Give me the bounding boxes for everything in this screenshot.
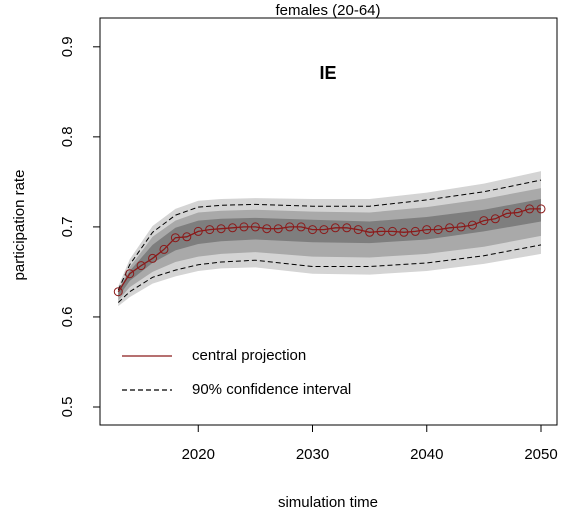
x-axis-label: simulation time	[278, 494, 378, 511]
y-tick-label: 0.7	[59, 216, 76, 237]
point	[502, 208, 512, 218]
point	[422, 225, 432, 235]
y-tick-label: 0.8	[59, 126, 76, 147]
plot-frame	[99, 17, 558, 426]
point	[216, 224, 226, 234]
y-tick-label: 0.9	[59, 36, 76, 57]
point	[148, 253, 158, 263]
point	[250, 222, 260, 232]
point	[342, 223, 352, 233]
legend-label: 90% confidence interval	[192, 381, 351, 398]
legend-label: central projection	[192, 347, 306, 364]
point	[136, 261, 146, 271]
point	[536, 204, 546, 214]
x-tick-label: 2030	[296, 446, 329, 463]
point	[353, 225, 363, 235]
point	[319, 225, 329, 235]
y-tick-label: 0.6	[59, 307, 76, 328]
point	[308, 225, 318, 235]
point	[456, 222, 466, 232]
point	[228, 223, 238, 233]
x-tick-label: 2050	[524, 446, 557, 463]
point	[467, 220, 477, 230]
x-tick-label: 2040	[410, 446, 443, 463]
point	[170, 233, 180, 243]
point	[399, 227, 409, 237]
point	[365, 227, 375, 237]
x-tick-label: 2020	[182, 446, 215, 463]
point	[193, 226, 203, 236]
point	[525, 204, 535, 214]
point	[273, 224, 283, 234]
point	[285, 222, 295, 232]
point	[479, 216, 489, 226]
point	[159, 244, 169, 254]
point	[262, 224, 272, 234]
point	[205, 225, 215, 235]
point	[182, 232, 192, 242]
point	[410, 226, 420, 236]
point	[113, 287, 123, 297]
y-axis-label: participation rate	[11, 170, 28, 281]
point	[445, 223, 455, 233]
point	[330, 223, 340, 233]
fan-band	[118, 198, 542, 298]
point	[387, 226, 397, 236]
annotation: IE	[319, 63, 336, 83]
point	[125, 269, 135, 279]
chart-title: females (20-64)	[275, 2, 380, 19]
point	[490, 214, 500, 224]
point	[296, 222, 306, 232]
y-tick-label: 0.5	[59, 397, 76, 418]
point	[239, 222, 249, 232]
confidence-line	[117, 179, 542, 291]
point	[513, 207, 523, 217]
point	[433, 225, 443, 235]
confidence-line	[117, 244, 542, 303]
point	[376, 226, 386, 236]
central-line	[117, 208, 542, 293]
